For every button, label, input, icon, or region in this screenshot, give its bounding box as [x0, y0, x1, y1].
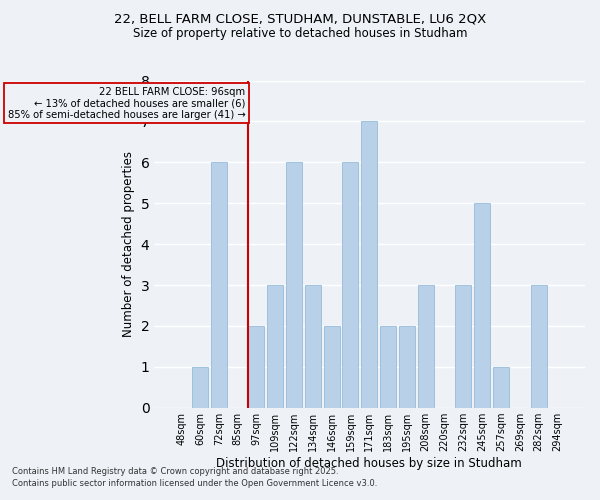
- Y-axis label: Number of detached properties: Number of detached properties: [122, 151, 135, 337]
- Bar: [399, 326, 415, 408]
- Bar: [305, 285, 321, 408]
- Bar: [361, 122, 377, 408]
- Text: Size of property relative to detached houses in Studham: Size of property relative to detached ho…: [133, 28, 467, 40]
- Text: 22, BELL FARM CLOSE, STUDHAM, DUNSTABLE, LU6 2QX: 22, BELL FARM CLOSE, STUDHAM, DUNSTABLE,…: [114, 12, 486, 26]
- Bar: [267, 285, 283, 408]
- Bar: [380, 326, 396, 408]
- Bar: [343, 162, 358, 408]
- Text: 22 BELL FARM CLOSE: 96sqm
← 13% of detached houses are smaller (6)
85% of semi-d: 22 BELL FARM CLOSE: 96sqm ← 13% of detac…: [8, 86, 245, 120]
- Bar: [530, 285, 547, 408]
- Bar: [211, 162, 227, 408]
- Bar: [418, 285, 434, 408]
- Bar: [474, 203, 490, 408]
- X-axis label: Distribution of detached houses by size in Studham: Distribution of detached houses by size …: [217, 457, 522, 470]
- Text: Contains HM Land Registry data © Crown copyright and database right 2025.
Contai: Contains HM Land Registry data © Crown c…: [12, 466, 377, 487]
- Bar: [323, 326, 340, 408]
- Bar: [192, 367, 208, 408]
- Bar: [248, 326, 265, 408]
- Bar: [493, 367, 509, 408]
- Bar: [455, 285, 472, 408]
- Bar: [286, 162, 302, 408]
